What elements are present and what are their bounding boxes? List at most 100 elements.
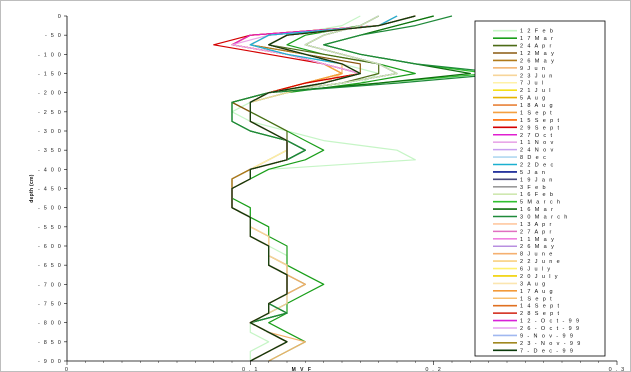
series-line: [231, 15, 416, 362]
legend-label: 2 9 S e p t: [520, 125, 560, 131]
x-tick-label: 0 . 1: [242, 367, 259, 372]
series-layer: [213, 15, 508, 362]
series-line: [231, 15, 416, 362]
y-tick-label: - 3 0 0: [38, 129, 62, 135]
series-line: [231, 15, 416, 362]
x-tick-label: 0 . 2: [425, 367, 442, 372]
legend-label: 1 2 M a y: [520, 51, 555, 57]
series-line: [231, 15, 398, 362]
series-line: [231, 15, 398, 362]
y-tick-label: - 7 5 0: [38, 302, 62, 308]
legend-label: 2 2 D e c: [520, 162, 555, 168]
axes-layer: 0 - 5 0 - 1 0 0 - 1 5 0 - 2 0 0 - 2 5 0 - 3 0 …: [29, 14, 626, 372]
series-line: [231, 15, 398, 362]
series-line: [231, 15, 416, 362]
legend-label: 5 M a r c h: [520, 200, 561, 206]
legend-label: 1 4 S e p t: [520, 304, 560, 310]
series-line: [231, 15, 416, 362]
legend-label: 1 1 N o v: [520, 140, 555, 146]
legend-label: 1 9 J a n: [520, 177, 554, 183]
series-line: [231, 15, 416, 362]
series-line: [231, 15, 416, 362]
y-tick-label: - 7 0 0: [38, 282, 62, 288]
series-line: [231, 15, 416, 362]
legend-label: 2 4 N o v: [520, 148, 555, 154]
y-tick-label: - 3 5 0: [38, 148, 62, 154]
series-line: [231, 15, 416, 362]
series-line: [231, 15, 398, 362]
legend-label: 2 6 - O c t - 9 9: [520, 326, 580, 332]
series-line: [231, 15, 416, 362]
legend-label: 2 6 M a y: [520, 58, 555, 64]
legend-label: 2 3 J u n: [520, 73, 554, 79]
legend-label: 1 2 - O c t - 9 9: [520, 319, 580, 325]
legend-label: 1 S e p t: [520, 296, 553, 302]
legend-label: 5 A u g: [520, 96, 547, 102]
legend-label: 8 D e c: [520, 155, 547, 161]
x-tick-label: 0: [65, 367, 69, 372]
legend-label: 3 0 M a r c h: [520, 215, 569, 221]
legend-label: 2 6 M a y: [520, 244, 555, 250]
x-axis-title: M V F: [292, 367, 313, 372]
y-tick-label: - 1 5 0: [38, 72, 62, 78]
legend-label: 1 1 M a y: [520, 237, 555, 243]
series-line: [231, 15, 398, 362]
legend-label: 1 2 F e b: [520, 29, 554, 35]
legend-label: 2 1 J u l: [520, 88, 552, 94]
legend-label: 2 7 A p r: [520, 229, 553, 235]
series-line: [231, 15, 398, 362]
legend-label: 2 3 - N o v - 9 9: [520, 341, 582, 347]
legend-label: 2 0 J u l y: [520, 274, 559, 280]
y-tick-label: 0: [58, 14, 62, 20]
legend-label: 3 A u g: [520, 281, 547, 287]
legend: 1 2 F e b1 7 M a r2 4 A p r1 2 M a y2 6 …: [474, 20, 606, 357]
legend-label: 1 S e p t: [520, 110, 553, 116]
legend-label: 1 7 M a r: [520, 36, 554, 42]
legend-label: 2 4 A p r: [520, 44, 553, 50]
series-line: [231, 15, 416, 362]
y-tick-label: - 6 0 0: [38, 244, 62, 250]
y-tick-label: - 5 0: [45, 33, 62, 39]
series-line: [231, 15, 416, 362]
y-tick-label: - 2 0 0: [38, 91, 62, 97]
y-tick-label: - 8 0 0: [38, 321, 62, 327]
series-line: [231, 15, 416, 362]
y-tick-label: - 5 5 0: [38, 225, 62, 231]
series-line: [231, 15, 416, 361]
x-tick-label: 0 . 3: [609, 367, 626, 372]
legend-label: 2 2 J u n e: [520, 259, 561, 265]
y-tick-label: - 4 0 0: [38, 167, 62, 173]
y-tick-label: - 2 5 0: [38, 110, 62, 116]
series-line: [231, 15, 416, 362]
legend-label: 3 F e b: [520, 185, 547, 191]
legend-label: 1 6 F e b: [520, 192, 554, 198]
legend-label: 8 J u n e: [520, 252, 554, 258]
series-line: [231, 15, 416, 362]
legend-label: 5 J a n: [520, 170, 546, 176]
y-tick-label: - 6 5 0: [38, 263, 62, 269]
series-line: [231, 15, 398, 362]
series-line: [231, 15, 508, 362]
legend-box: [474, 20, 606, 357]
legend-label: 1 3 A p r: [520, 222, 553, 228]
legend-label: 1 8 A u g: [520, 103, 554, 109]
series-line: [231, 15, 416, 362]
series-line: [231, 15, 416, 362]
y-tick-label: - 1 0 0: [38, 52, 62, 58]
series-line: [231, 15, 398, 362]
series-line: [231, 15, 398, 362]
y-tick-label: - 5 0 0: [38, 206, 62, 212]
series-line: [231, 15, 398, 362]
series-line: [231, 15, 398, 362]
legend-label: 1 7 A u g: [520, 289, 554, 295]
legend-label: 1 6 M a r: [520, 207, 554, 213]
y-tick-label: - 4 5 0: [38, 187, 62, 193]
series-line: [231, 15, 416, 362]
y-tick-label: - 8 5 0: [38, 340, 62, 346]
legend-label: 9 J u n: [520, 66, 546, 72]
legend-label: 1 5 S e p t: [520, 118, 560, 124]
series-line: [231, 15, 416, 362]
series-line: [231, 15, 416, 362]
legend-label: 2 7 O c t: [520, 133, 553, 139]
